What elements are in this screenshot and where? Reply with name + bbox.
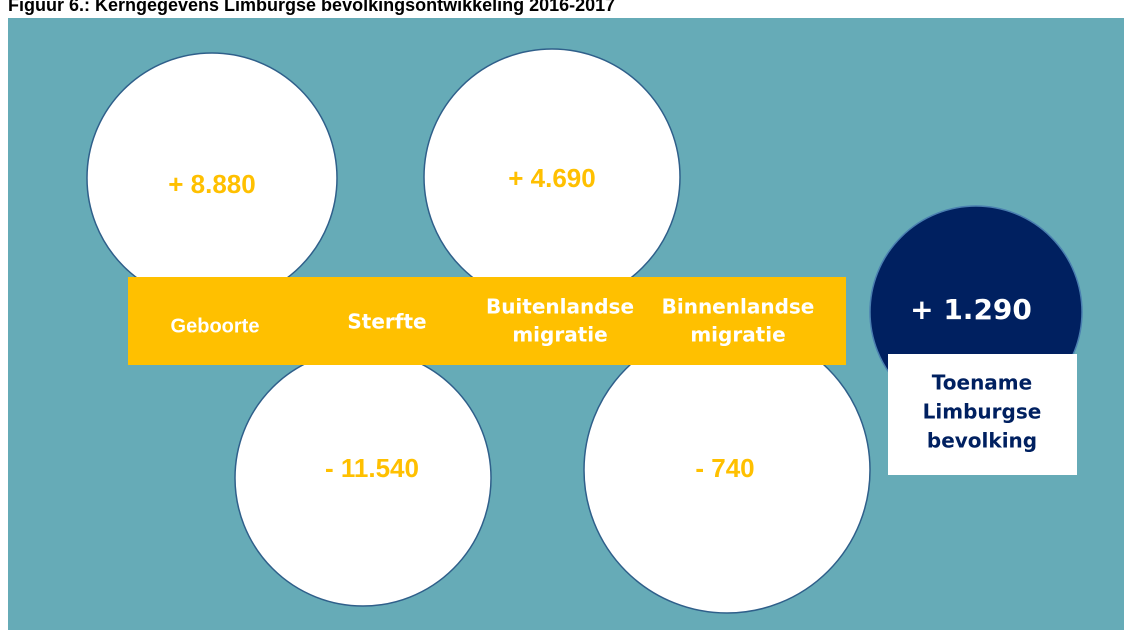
label: Sterfte [347,310,426,334]
value: - 740 [695,453,754,483]
label: Geboorte [171,315,260,337]
value: - 11.540 [325,453,419,483]
result-label: Limburgse [923,400,1042,424]
value: + 4.690 [508,163,595,193]
label: Binnenlandse [662,295,815,319]
label: Buitenlandse [486,295,634,319]
value: + 8.880 [168,169,255,199]
result-box [888,354,1077,475]
label: migratie [512,323,607,347]
result-value: + 1.290 [910,293,1032,326]
label-band [128,277,846,365]
label: migratie [690,323,785,347]
result-label: Toename [932,371,1032,395]
result-label: bevolking [927,429,1037,453]
title: Figuur 6.: Kerngegevens Limburgse bevolk… [8,0,615,15]
